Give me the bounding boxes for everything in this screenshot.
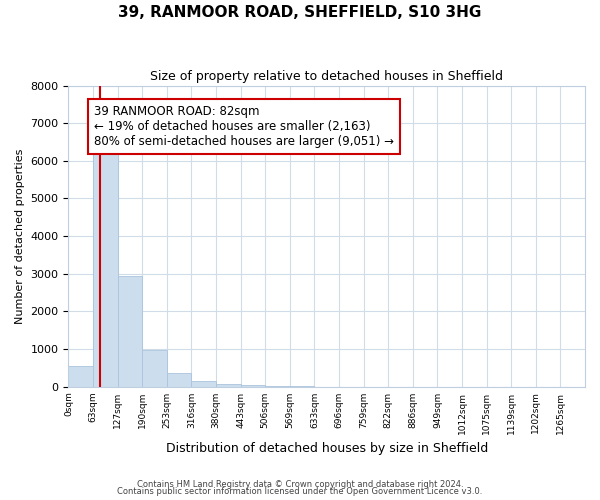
Text: 39 RANMOOR ROAD: 82sqm
← 19% of detached houses are smaller (2,163)
80% of semi-: 39 RANMOOR ROAD: 82sqm ← 19% of detached… <box>94 105 394 148</box>
Bar <box>241 384 265 386</box>
Bar <box>216 384 241 386</box>
X-axis label: Distribution of detached houses by size in Sheffield: Distribution of detached houses by size … <box>166 442 488 455</box>
Text: 39, RANMOOR ROAD, SHEFFIELD, S10 3HG: 39, RANMOOR ROAD, SHEFFIELD, S10 3HG <box>118 5 482 20</box>
Bar <box>191 381 216 386</box>
Bar <box>118 276 142 386</box>
Bar <box>68 366 93 386</box>
Text: Contains HM Land Registry data © Crown copyright and database right 2024.: Contains HM Land Registry data © Crown c… <box>137 480 463 489</box>
Title: Size of property relative to detached houses in Sheffield: Size of property relative to detached ho… <box>150 70 503 83</box>
Bar <box>167 373 191 386</box>
Text: Contains public sector information licensed under the Open Government Licence v3: Contains public sector information licen… <box>118 488 482 496</box>
Bar <box>93 146 118 386</box>
Y-axis label: Number of detached properties: Number of detached properties <box>15 148 25 324</box>
Bar <box>142 350 167 387</box>
